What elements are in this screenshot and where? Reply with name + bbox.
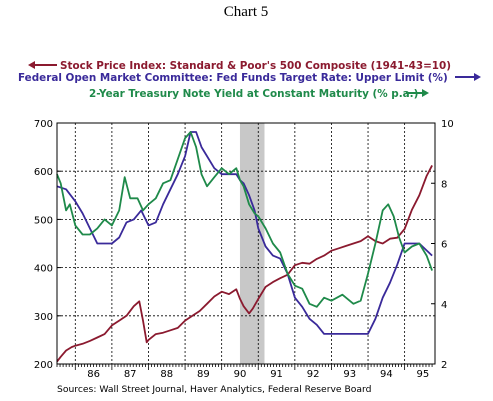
legend-label-sp500: Stock Price Index: Standard & Poor's 500…	[60, 60, 451, 72]
y-right-tick-label: 6	[441, 240, 447, 251]
y-left-tick-label: 600	[34, 167, 53, 178]
series-line-treasury	[56, 131, 433, 308]
y-right-tick-label: 2	[441, 360, 447, 371]
legend-label-fedfunds: Federal Open Market Committee: Fed Funds…	[18, 72, 448, 84]
x-tick-label: 95	[417, 369, 430, 380]
legend-arrowhead-sp500	[28, 61, 35, 69]
x-tick-label: 92	[307, 369, 320, 380]
chart-title: Chart 5	[224, 4, 269, 20]
legend-label-treasury: 2-Year Treasury Note Yield at Constant M…	[89, 88, 418, 100]
recession-band	[239, 123, 265, 364]
y-right-tick-label: 10	[441, 119, 454, 130]
legend-entry-sp500: Stock Price Index: Standard & Poor's 500…	[28, 60, 451, 72]
x-tick-label: 88	[160, 369, 173, 380]
legend-arrowhead-treasury	[422, 89, 429, 97]
series-line-sp500	[56, 164, 433, 363]
series-line-fedfunds	[56, 131, 433, 335]
x-tick-label: 89	[197, 369, 210, 380]
x-tick-label: 93	[343, 369, 356, 380]
legend-arrowhead-fedfunds	[474, 73, 481, 81]
y-left-tick-label: 500	[34, 215, 53, 226]
source-note: Sources: Wall Street Journal, Haver Anal…	[57, 384, 372, 395]
x-tick-label: 86	[87, 369, 100, 380]
y-left-tick-label: 400	[34, 264, 53, 275]
y-left-tick-label: 200	[34, 360, 53, 371]
legend-entry-fedfunds: Federal Open Market Committee: Fed Funds…	[18, 72, 481, 84]
x-tick-label: 90	[234, 369, 247, 380]
y-left-tick-label: 700	[34, 119, 53, 130]
legend: Stock Price Index: Standard & Poor's 500…	[18, 60, 481, 100]
x-tick-label: 91	[270, 369, 283, 380]
y-right-tick-label: 8	[441, 179, 447, 190]
y-right-tick-label: 4	[441, 300, 447, 311]
x-tick-label: 87	[124, 369, 137, 380]
x-tick-label: 94	[380, 369, 393, 380]
y-left-tick-label: 300	[34, 312, 53, 323]
plot-area: 200 300 400 500 600 700 2 4 6 8 10 86 87 88 89 90 91 92 93…	[34, 119, 454, 380]
legend-entry-treasury: 2-Year Treasury Note Yield at Constant M…	[89, 88, 429, 100]
